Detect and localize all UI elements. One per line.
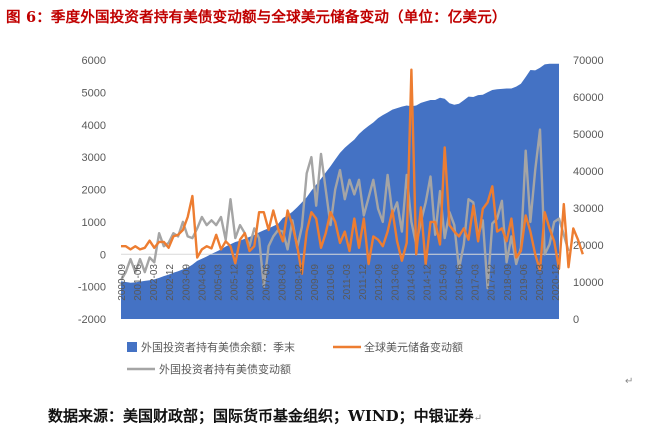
x-axis-tick-label: 2008-12	[294, 264, 305, 301]
left-axis-tick-label: -1000	[78, 282, 106, 294]
legend-swatch-area	[127, 342, 137, 352]
series-line-reserve-change	[121, 68, 584, 275]
right-axis-tick-label: 50000	[573, 129, 604, 141]
data-source: 数据来源：美国财政部；国际货币基金组织；WIND；中银证券↵	[48, 405, 482, 426]
legend-label: 全球美元储备变动额	[364, 340, 463, 354]
x-axis-tick-label: 2014-03	[406, 264, 417, 301]
right-axis-tick-label: 30000	[573, 203, 604, 215]
legend-label: 外国投资者持有美债余额：季末	[141, 340, 295, 354]
series-area-holdings	[121, 63, 559, 320]
x-axis-tick-label: 2004-06	[197, 264, 208, 301]
x-axis-tick-label: 2018-09	[503, 264, 514, 301]
x-axis-tick-label: 2015-09	[438, 264, 449, 301]
left-axis-tick-label: 4000	[82, 120, 106, 132]
x-axis-tick-label: 2007-06	[262, 264, 273, 301]
x-axis-tick-label: 2009-09	[310, 264, 321, 301]
paragraph-mark-icon: ↵	[473, 413, 482, 424]
x-axis-tick-label: 2017-12	[487, 264, 498, 301]
left-axis-tick-label: 6000	[82, 55, 106, 67]
left-axis-tick-label: 3000	[82, 152, 106, 164]
chart-title: 图 6：季度外国投资者持有美债变动额与全球美元储备变动（单位：亿美元）	[6, 9, 507, 26]
x-axis-tick-label: 2014-12	[422, 264, 433, 301]
chart-svg: 6000500040003000200010000-1000-200070000…	[78, 55, 634, 387]
right-axis-tick-label: 10000	[573, 277, 604, 289]
x-axis-tick-label: 2011-03	[342, 264, 353, 300]
paragraph-mark-icon: ↵	[625, 376, 633, 387]
right-axis-tick-label: 60000	[573, 92, 604, 104]
left-axis-tick-label: 5000	[82, 87, 106, 99]
x-axis-tick-label: 2002-03	[149, 264, 160, 301]
left-axis-tick-label: 2000	[82, 185, 106, 197]
x-axis-tick-label: 2005-03	[213, 264, 224, 301]
left-axis-tick-label: 0	[100, 249, 106, 261]
left-axis-tick-label: -2000	[78, 314, 106, 326]
right-axis-tick-label: 70000	[573, 55, 604, 67]
x-axis-tick-label: 2020-03	[535, 264, 546, 301]
source-text: 数据来源：美国财政部；国际货币基金组织；WIND；中银证券	[48, 407, 474, 425]
x-axis-tick-label: 2020-12	[551, 264, 562, 301]
x-axis-tick-label: 2008-03	[278, 264, 289, 301]
x-axis-tick-label: 2013-06	[390, 264, 401, 301]
right-axis-tick-label: 40000	[573, 166, 604, 178]
x-axis-tick-label: 2012-09	[374, 264, 385, 301]
x-axis-tick-label: 2002-12	[165, 264, 176, 301]
left-axis-tick-label: 1000	[82, 217, 106, 229]
x-axis-tick-label: 2005-12	[230, 264, 241, 301]
x-axis-tick-label: 2001-06	[133, 264, 144, 301]
x-axis-tick-label: 2016-06	[455, 264, 466, 301]
right-axis-tick-label: 0	[573, 314, 579, 326]
x-axis-tick-label: 2011-12	[358, 264, 369, 300]
x-axis-tick-label: 2000-09	[117, 264, 128, 301]
x-axis-tick-label: 2010-06	[326, 264, 337, 301]
x-axis-tick-label: 2017-03	[471, 264, 482, 301]
x-axis-tick-label: 2006-09	[246, 264, 257, 301]
chart: 6000 5000 4000 3000 2000 1000 0 -1000 -2000 70000…	[55, 28, 667, 388]
x-axis-tick-label: 2003-09	[181, 264, 192, 301]
x-axis-tick-label: 2019-06	[519, 264, 530, 301]
legend-label: 外国投资者持有美债变动额	[159, 362, 291, 376]
